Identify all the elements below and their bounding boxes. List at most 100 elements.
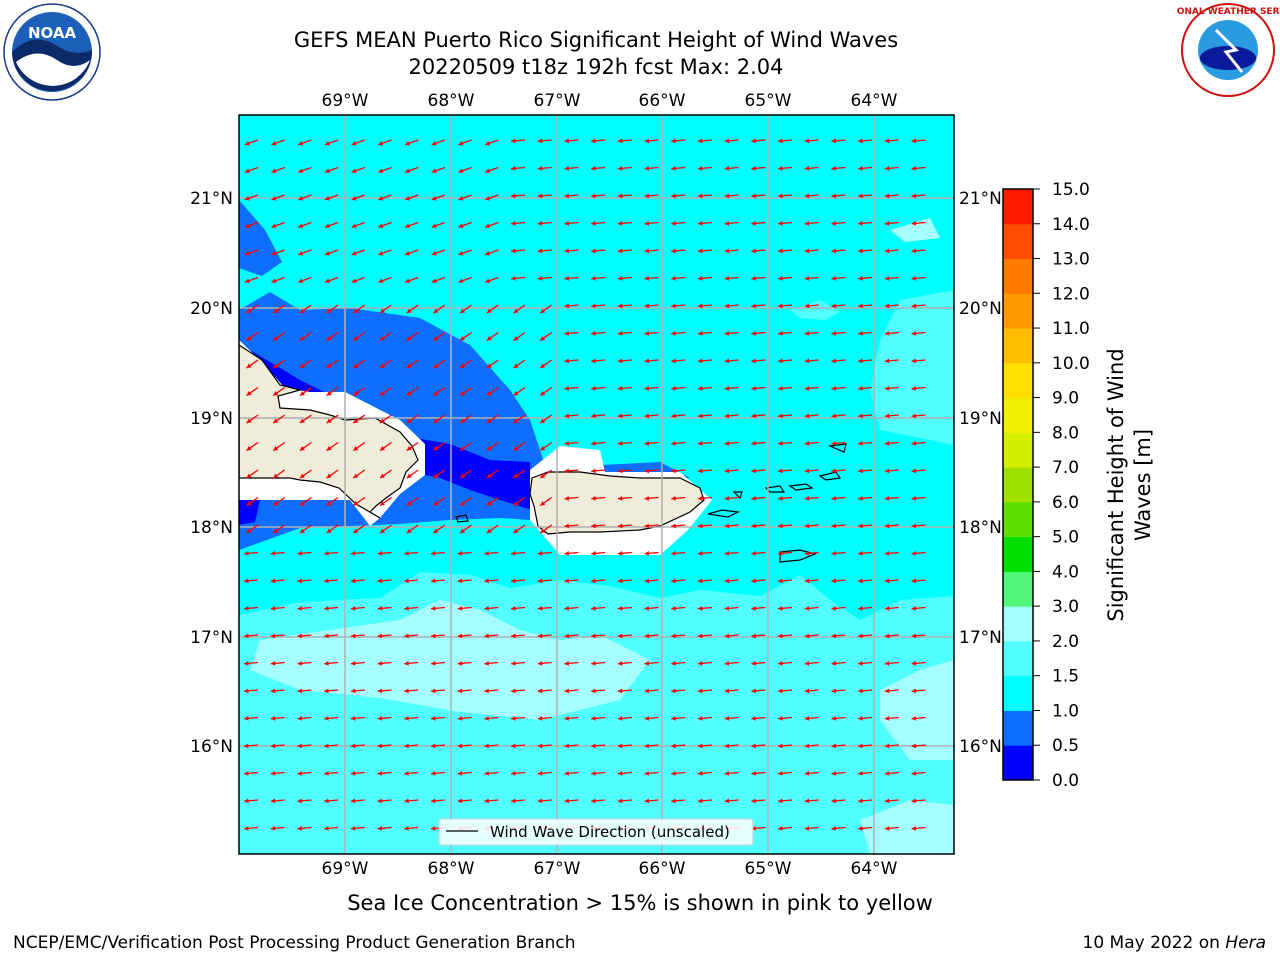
wave-direction-arrowhead <box>778 688 783 694</box>
wave-direction-arrowhead <box>671 468 676 474</box>
wave-direction-arrowhead <box>884 138 890 144</box>
wave-direction-arrowhead <box>297 578 303 584</box>
wave-direction-arrowhead <box>377 605 383 611</box>
wave-direction-arrowhead <box>617 495 623 501</box>
wave-direction-arrowhead <box>484 770 489 776</box>
wave-direction-arrowhead <box>831 248 837 254</box>
wave-direction-arrowhead <box>564 660 570 666</box>
wave-direction-arrowhead <box>697 633 703 639</box>
wave-field-15-20-patch <box>790 300 840 320</box>
wave-direction-arrowhead <box>433 501 439 506</box>
wave-direction-arrowhead <box>671 440 676 446</box>
wave-direction-arrowhead <box>858 330 863 336</box>
wave-direction-arrowhead <box>540 391 546 396</box>
wave-direction-arrowhead <box>353 418 359 424</box>
wave-direction-arrowhead <box>671 633 676 639</box>
wave-direction-arrowhead <box>778 193 783 199</box>
wave-direction-arrowhead <box>858 220 863 226</box>
wave-direction-arrowhead <box>244 715 249 721</box>
wave-direction-arrowhead <box>540 418 546 424</box>
wave-direction-arrowhead <box>804 193 810 199</box>
wave-direction-arrowhead <box>671 138 676 144</box>
wave-direction-arrowhead <box>591 303 596 309</box>
wave-direction-arrowhead <box>457 578 463 584</box>
wave-direction-arrowhead <box>858 550 863 556</box>
wave-direction-arrowhead <box>513 418 519 424</box>
wave-direction-arrowhead <box>911 330 917 336</box>
wave-direction-arrowhead <box>351 196 357 201</box>
wave-direction-arrowhead <box>617 550 623 556</box>
wave-direction-arrowhead <box>404 633 409 639</box>
wave-direction-arrowhead <box>540 528 546 534</box>
wave-direction-arrowhead <box>511 193 516 199</box>
wave-direction-arrowhead <box>644 468 650 474</box>
wave-direction-arrowhead <box>406 391 412 396</box>
wave-direction-arrowhead <box>911 633 917 639</box>
wave-direction-arrowhead <box>537 743 543 749</box>
wave-direction-arrowhead <box>406 446 412 451</box>
wave-direction-arrowhead <box>911 825 917 831</box>
wave-direction-arrowhead <box>617 413 623 419</box>
wave-direction-arrowhead <box>406 336 412 341</box>
wave-direction-arrowhead <box>778 220 783 226</box>
wave-direction-arrowhead <box>273 308 279 314</box>
wave-direction-arrowhead <box>697 275 703 281</box>
wave-direction-arrowhead <box>326 308 332 314</box>
wave-direction-arrowhead <box>244 578 249 584</box>
colorbar-segment <box>1003 467 1033 503</box>
lat-labels-left: 21°N 20°N 19°N 18°N 17°N 16°N <box>190 189 233 757</box>
wave-direction-arrowhead <box>244 633 249 639</box>
wave-direction-arrowhead <box>431 196 437 201</box>
wave-field-15-20-east <box>870 290 954 445</box>
wave-direction-arrowhead <box>697 165 703 171</box>
wave-direction-arrowhead <box>513 391 519 396</box>
wave-direction-arrowhead <box>324 251 330 256</box>
wave-direction-arrowhead <box>380 418 386 424</box>
wave-direction-arrowhead <box>299 473 305 479</box>
wave-direction-arrowhead <box>350 550 356 556</box>
wave-direction-arrowhead <box>671 605 676 611</box>
wave-direction-arrowhead <box>858 358 863 364</box>
wave-direction-arrowhead <box>671 578 676 584</box>
wave-direction-arrowhead <box>858 688 863 694</box>
wave-direction-arrowhead <box>537 605 543 611</box>
wave-direction-arrowhead <box>460 336 466 341</box>
wave-direction-arrowhead <box>246 528 252 534</box>
colorbar-segment <box>1003 397 1033 433</box>
lon-label: 64°W <box>851 91 898 111</box>
wave-direction-arrowhead <box>324 743 329 749</box>
lon-label: 64°W <box>851 859 898 879</box>
colorbar <box>1003 189 1033 781</box>
wave-direction-arrowhead <box>246 308 252 314</box>
wave-direction-arrowhead <box>751 495 756 501</box>
wave-direction-arrowhead <box>324 141 330 146</box>
wave-direction-arrowhead <box>884 523 890 529</box>
wave-direction-arrowhead <box>724 578 730 584</box>
wave-direction-arrowhead <box>831 303 837 309</box>
map-gridlines <box>239 115 954 854</box>
colorbar-title-line1: Significant Height of Wind <box>1104 348 1128 621</box>
wave-direction-arrowhead <box>404 798 409 804</box>
wave-direction-arrowhead <box>911 523 917 529</box>
wave-direction-arrowhead <box>270 688 276 694</box>
wave-direction-arrowhead <box>326 446 332 451</box>
wave-direction-arrowhead <box>564 303 570 309</box>
wave-direction-arrowhead <box>644 578 650 584</box>
wave-direction-arrowhead <box>617 440 623 446</box>
wave-direction-arrowhead <box>537 248 543 254</box>
wave-direction-arrowhead <box>351 278 357 284</box>
wave-direction-arrowhead <box>617 578 623 584</box>
wave-direction-arrowhead <box>511 138 516 144</box>
wave-direction-arrowhead <box>537 770 543 776</box>
wave-direction-arrowhead <box>404 660 409 666</box>
wave-direction-arrowhead <box>644 495 650 501</box>
wave-direction-arrowhead <box>484 688 489 694</box>
wave-direction-arrowhead <box>511 660 516 666</box>
wave-direction-arrowhead <box>911 770 917 776</box>
lon-label: 69°W <box>322 91 369 111</box>
wave-direction-arrowhead <box>644 715 650 721</box>
wave-direction-arrowhead <box>326 336 332 341</box>
wave-direction-arrowhead <box>457 660 463 666</box>
wave-direction-arrowhead <box>564 550 570 556</box>
wave-direction-arrowhead <box>406 501 412 506</box>
